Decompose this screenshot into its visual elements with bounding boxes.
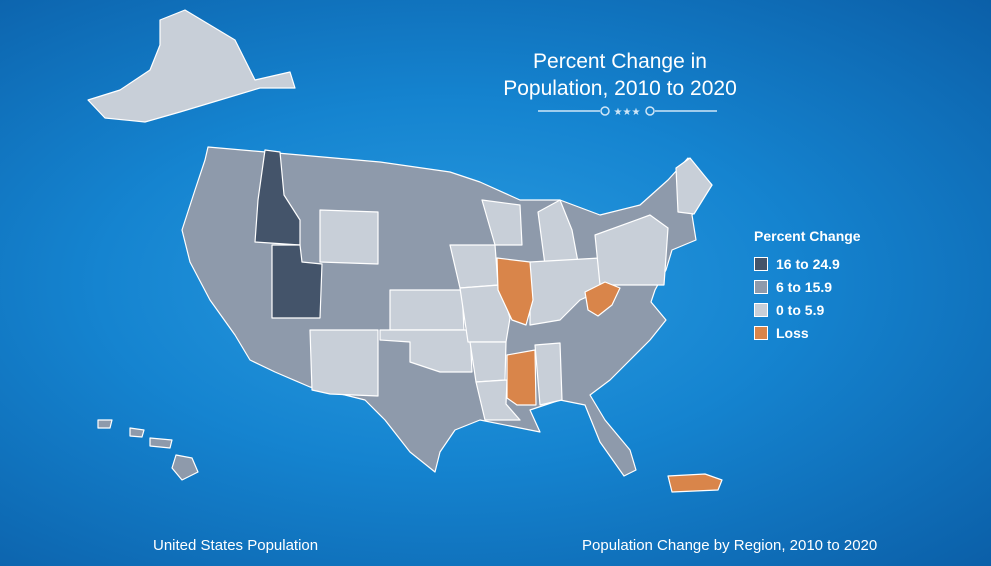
legend-label: 6 to 15.9: [776, 278, 833, 295]
puerto-rico: [667, 473, 723, 493]
state-loss: [496, 257, 534, 326]
state-loss: [584, 281, 621, 317]
legend-label: Loss: [776, 324, 809, 341]
state-light: [594, 214, 669, 286]
alaska: [87, 9, 296, 123]
hawaii: [97, 419, 113, 429]
title-divider: ★★★: [538, 106, 717, 118]
us-map: [87, 9, 723, 493]
state-light: [475, 379, 521, 421]
legend: Percent Change 16 to 24.9 6 to 15.9 0 to 5…: [754, 228, 861, 344]
state-light: [537, 199, 579, 266]
legend-swatch: [754, 279, 768, 294]
state-loss: [506, 349, 537, 406]
legend-title: Percent Change: [754, 228, 861, 244]
state-dark: [254, 149, 301, 246]
state-light: [319, 209, 379, 265]
legend-item: 6 to 15.9: [754, 275, 861, 298]
legend-swatch: [754, 256, 768, 271]
footer-left[interactable]: United States Population: [153, 537, 319, 554]
footer-right[interactable]: Population Change by Region, 2010 to 202…: [582, 537, 878, 554]
hawaii: [129, 427, 145, 438]
legend-item: 16 to 24.9: [754, 252, 861, 275]
state-light: [459, 284, 511, 343]
state-light: [534, 342, 563, 406]
state-light: [389, 289, 465, 331]
hawaii: [149, 437, 173, 449]
legend-swatch: [754, 302, 768, 317]
state-light: [469, 341, 507, 383]
state-light: [481, 199, 523, 246]
legend-swatch: [754, 325, 768, 340]
legend-item: 0 to 5.9: [754, 298, 861, 321]
svg-text:★★★: ★★★: [614, 107, 641, 118]
legend-label: 0 to 5.9: [776, 301, 825, 318]
state-dark: [271, 244, 323, 319]
state-light: [675, 157, 713, 215]
legend-label: 16 to 24.9: [776, 255, 840, 272]
legend-item: Loss: [754, 321, 861, 344]
hawaii: [171, 454, 199, 481]
state-light: [309, 329, 379, 397]
title: Population, 2010 to 2020: [503, 77, 737, 100]
title: Percent Change in: [533, 50, 707, 73]
